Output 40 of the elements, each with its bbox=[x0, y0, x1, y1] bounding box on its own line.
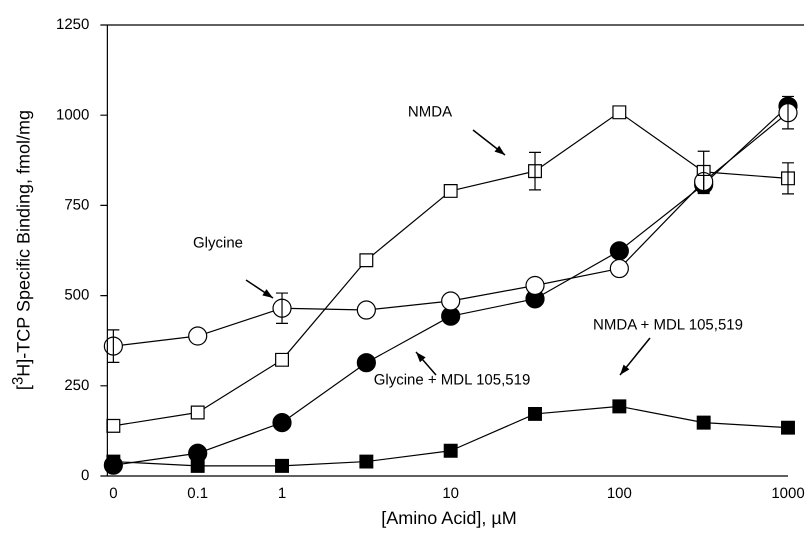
y-tick-label: 750 bbox=[64, 196, 90, 214]
point bbox=[359, 454, 374, 469]
point bbox=[275, 458, 289, 473]
annotation: NMDA + MDL 105,519 bbox=[593, 316, 743, 334]
point bbox=[188, 326, 208, 346]
x-tick-label: 10 bbox=[442, 485, 460, 502]
y-tick-label: 1000 bbox=[56, 106, 90, 124]
x-tick-label: 1000 bbox=[771, 485, 805, 502]
point bbox=[190, 406, 205, 420]
annotation: Glycine + MDL 105,519 bbox=[374, 372, 530, 388]
point bbox=[781, 171, 795, 186]
annotation: NMDA bbox=[408, 104, 452, 120]
point bbox=[444, 444, 458, 458]
point bbox=[612, 105, 626, 120]
point bbox=[781, 420, 795, 435]
point bbox=[612, 399, 626, 414]
point bbox=[441, 291, 460, 311]
x-axis-title: [Amino Acid], µM bbox=[380, 508, 518, 529]
y-tick-label: 500 bbox=[64, 286, 90, 304]
point bbox=[275, 352, 289, 367]
point bbox=[525, 276, 545, 296]
point bbox=[696, 416, 711, 430]
point bbox=[359, 253, 374, 268]
point bbox=[356, 300, 376, 320]
point bbox=[106, 418, 120, 433]
point bbox=[528, 406, 542, 421]
y-tick-label: 250 bbox=[64, 376, 90, 394]
point bbox=[610, 241, 629, 260]
point bbox=[778, 103, 798, 122]
y-tick-label: 1250 bbox=[56, 16, 90, 34]
point bbox=[272, 413, 292, 432]
x-tick-label: 0 bbox=[109, 485, 118, 502]
x-tick-label: 0.1 bbox=[187, 485, 208, 502]
point bbox=[528, 164, 542, 178]
x-tick-label: 100 bbox=[606, 485, 632, 502]
x-tick-label: 1 bbox=[278, 485, 286, 502]
y-tick-label: 0 bbox=[81, 467, 90, 484]
annotation: Glycine bbox=[192, 234, 244, 252]
point bbox=[356, 353, 376, 372]
point bbox=[444, 184, 458, 198]
